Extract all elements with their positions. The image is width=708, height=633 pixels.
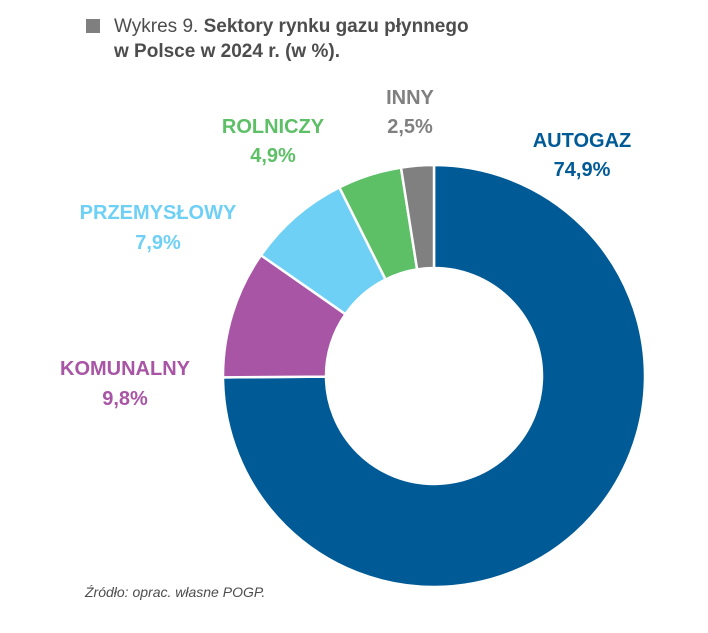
slice-value-inny: 2,5% — [387, 116, 433, 138]
slice-value-autogaz: 74,9% — [554, 159, 611, 181]
donut-labels: AUTOGAZ 74,9% KOMUNALNY 9,8% PRZEMYSŁOWY 7,9%… — [60, 87, 631, 410]
slice-inny — [399, 163, 436, 271]
title-line1: Sektory rynku gazu płynnego — [203, 16, 469, 37]
title-prefix: Wykres 9. — [114, 16, 199, 37]
slice-label-komunalny: KOMUNALNY — [60, 358, 191, 380]
slice-label-inny: INNY — [386, 87, 434, 109]
title-marker-icon — [86, 19, 100, 33]
donut-slices — [221, 163, 647, 589]
chart-title: Wykres 9. Sektory rynku gazu płynnego w … — [114, 14, 469, 64]
title-line2: w Polsce w 2024 r. (w %). — [114, 41, 340, 62]
slice-value-rolniczy: 4,9% — [250, 145, 296, 167]
slice-label-rolniczy: ROLNICZY — [222, 116, 325, 138]
slice-value-przemysłowy: 7,9% — [135, 232, 181, 254]
slice-label-autogaz: AUTOGAZ — [533, 130, 632, 152]
slice-autogaz — [221, 163, 647, 589]
source-note: Źródło: oprac. własne POGP. — [85, 584, 266, 600]
slice-value-komunalny: 9,8% — [102, 388, 148, 410]
slice-label-przemysłowy: PRZEMYSŁOWY — [80, 202, 237, 224]
